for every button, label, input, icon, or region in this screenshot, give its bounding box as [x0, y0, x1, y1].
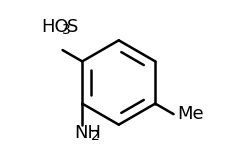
Text: Me: Me — [177, 105, 204, 123]
Text: 3: 3 — [62, 23, 71, 37]
Text: HO: HO — [42, 17, 69, 35]
Text: S: S — [67, 17, 78, 35]
Text: 2: 2 — [91, 129, 100, 143]
Text: NH: NH — [74, 124, 101, 142]
